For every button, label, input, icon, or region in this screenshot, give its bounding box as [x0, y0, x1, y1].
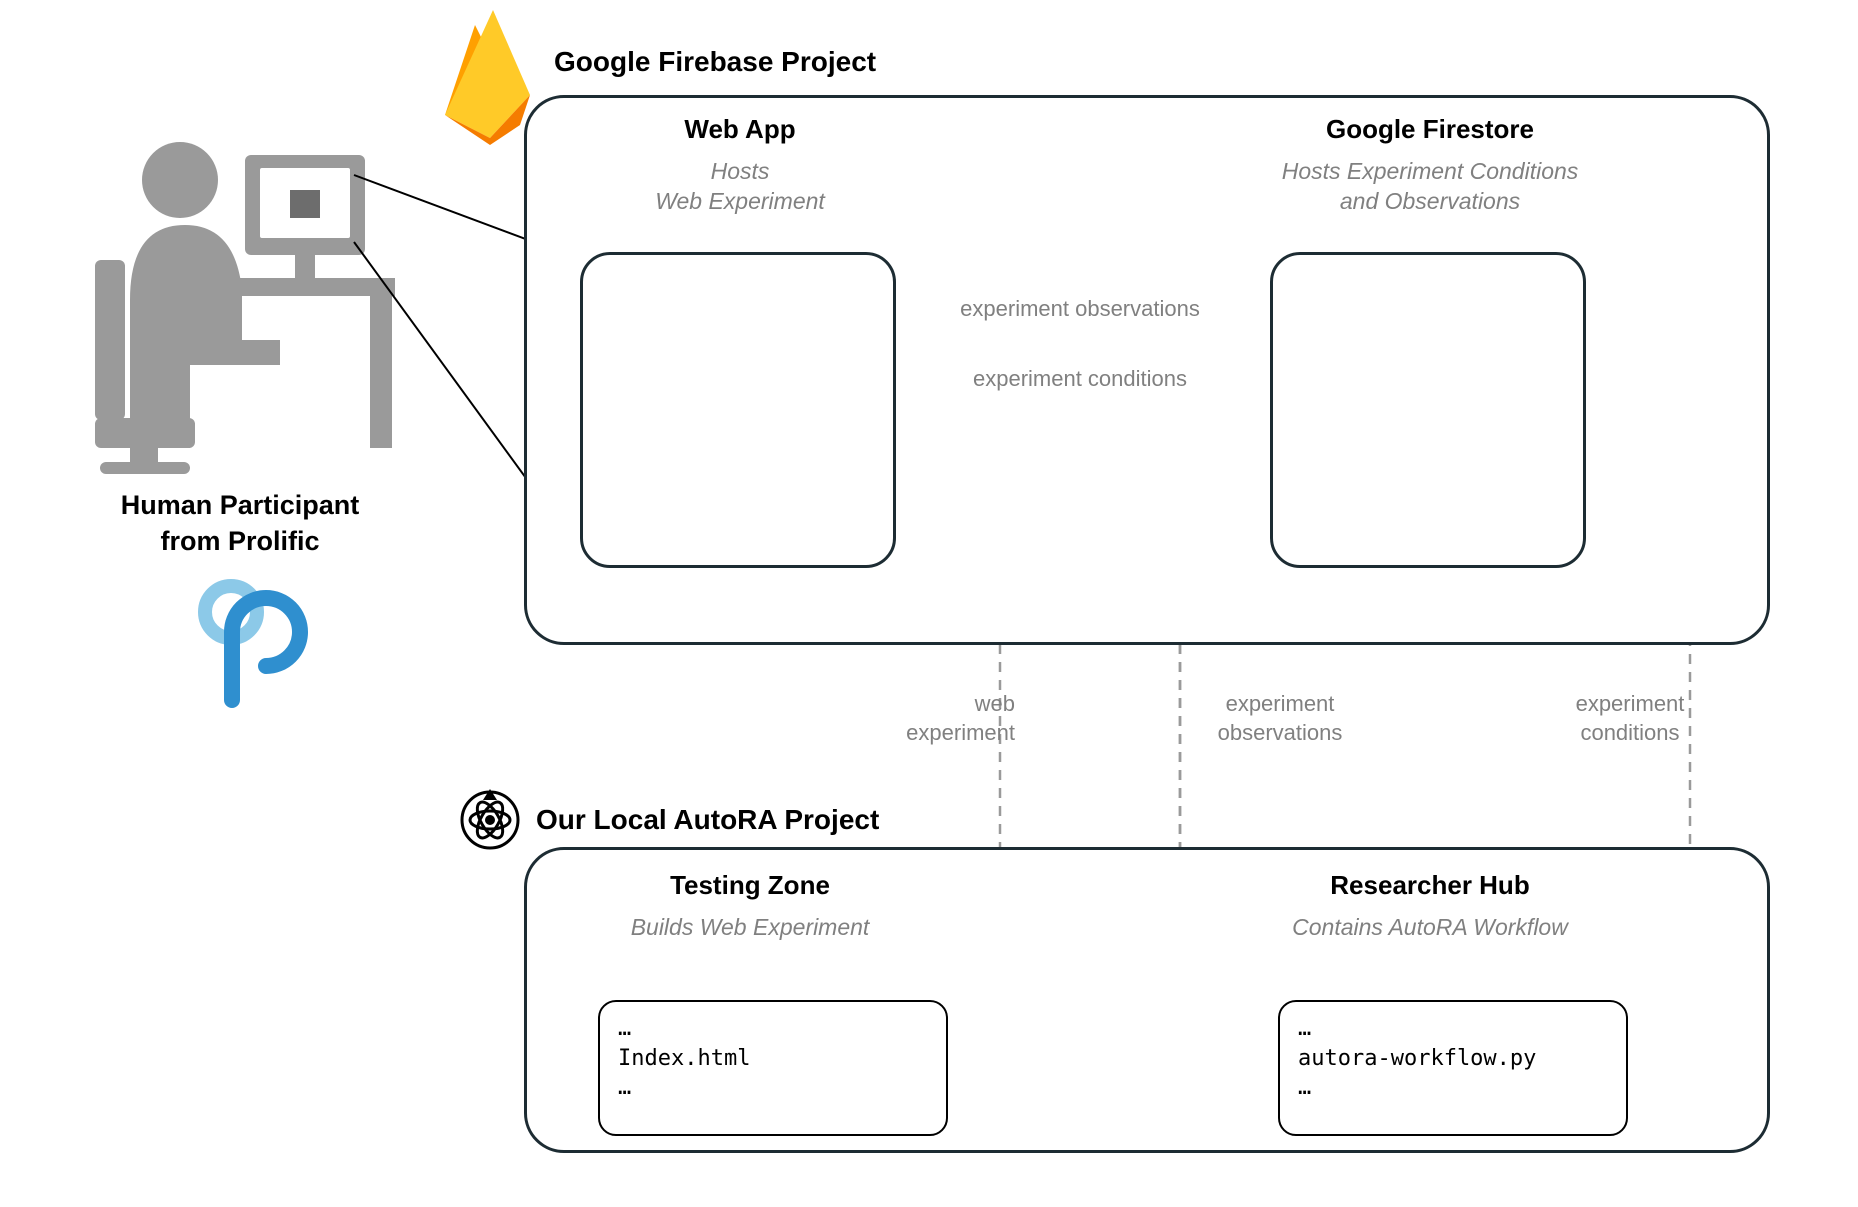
testing-zone-title: Testing Zone — [560, 870, 940, 901]
code-line: … — [1298, 1073, 1608, 1103]
edge-label-web-exp: web experiment — [855, 690, 1015, 747]
participant-title-1: Human Participant — [80, 490, 400, 521]
label-line: experiment — [1530, 690, 1730, 719]
testing-zone-code-box: … Index.html … — [598, 1000, 948, 1136]
code-line: autora-workflow.py — [1298, 1044, 1608, 1074]
label-line: experiment — [855, 719, 1015, 748]
edge-label-obs-bottom: experiment observations — [1180, 690, 1380, 747]
researcher-hub-code-box: … autora-workflow.py … — [1278, 1000, 1628, 1136]
researcher-hub-title: Researcher Hub — [1230, 870, 1630, 901]
code-line: Index.html — [618, 1044, 928, 1074]
label-line: web — [855, 690, 1015, 719]
code-line: … — [618, 1073, 928, 1103]
webapp-subtitle-1: Hosts — [560, 158, 920, 185]
edge-label-cond-top: experiment conditions — [910, 366, 1250, 392]
firebase-group-title: Google Firebase Project — [554, 46, 876, 78]
edge-label-obs-top: experiment observations — [910, 296, 1250, 322]
participant-icon — [95, 142, 395, 474]
firebase-icon — [445, 10, 530, 145]
autora-icon — [462, 789, 518, 848]
participant-title-2: from Prolific — [80, 526, 400, 557]
diagram-stage: Researcher Hub. So start near Firestore … — [0, 0, 1858, 1207]
webapp-subtitle-2: Web Experiment — [560, 188, 920, 215]
webapp-title: Web App — [560, 114, 920, 145]
firestore-subtitle-2: and Observations — [1200, 188, 1660, 215]
webapp-box — [580, 252, 896, 568]
testing-zone-subtitle: Builds Web Experiment — [560, 914, 940, 941]
code-line: … — [618, 1014, 928, 1044]
autora-group-title: Our Local AutoRA Project — [536, 804, 879, 836]
edge-label-cond-bottom: experiment conditions — [1530, 690, 1730, 747]
label-line: experiment — [1180, 690, 1380, 719]
label-line: conditions — [1530, 719, 1730, 748]
firestore-box — [1270, 252, 1586, 568]
prolific-icon — [205, 586, 300, 700]
firestore-title: Google Firestore — [1200, 114, 1660, 145]
researcher-hub-subtitle: Contains AutoRA Workflow — [1230, 914, 1630, 941]
label-line: observations — [1180, 719, 1380, 748]
code-line: … — [1298, 1014, 1608, 1044]
firestore-subtitle-1: Hosts Experiment Conditions — [1200, 158, 1660, 185]
